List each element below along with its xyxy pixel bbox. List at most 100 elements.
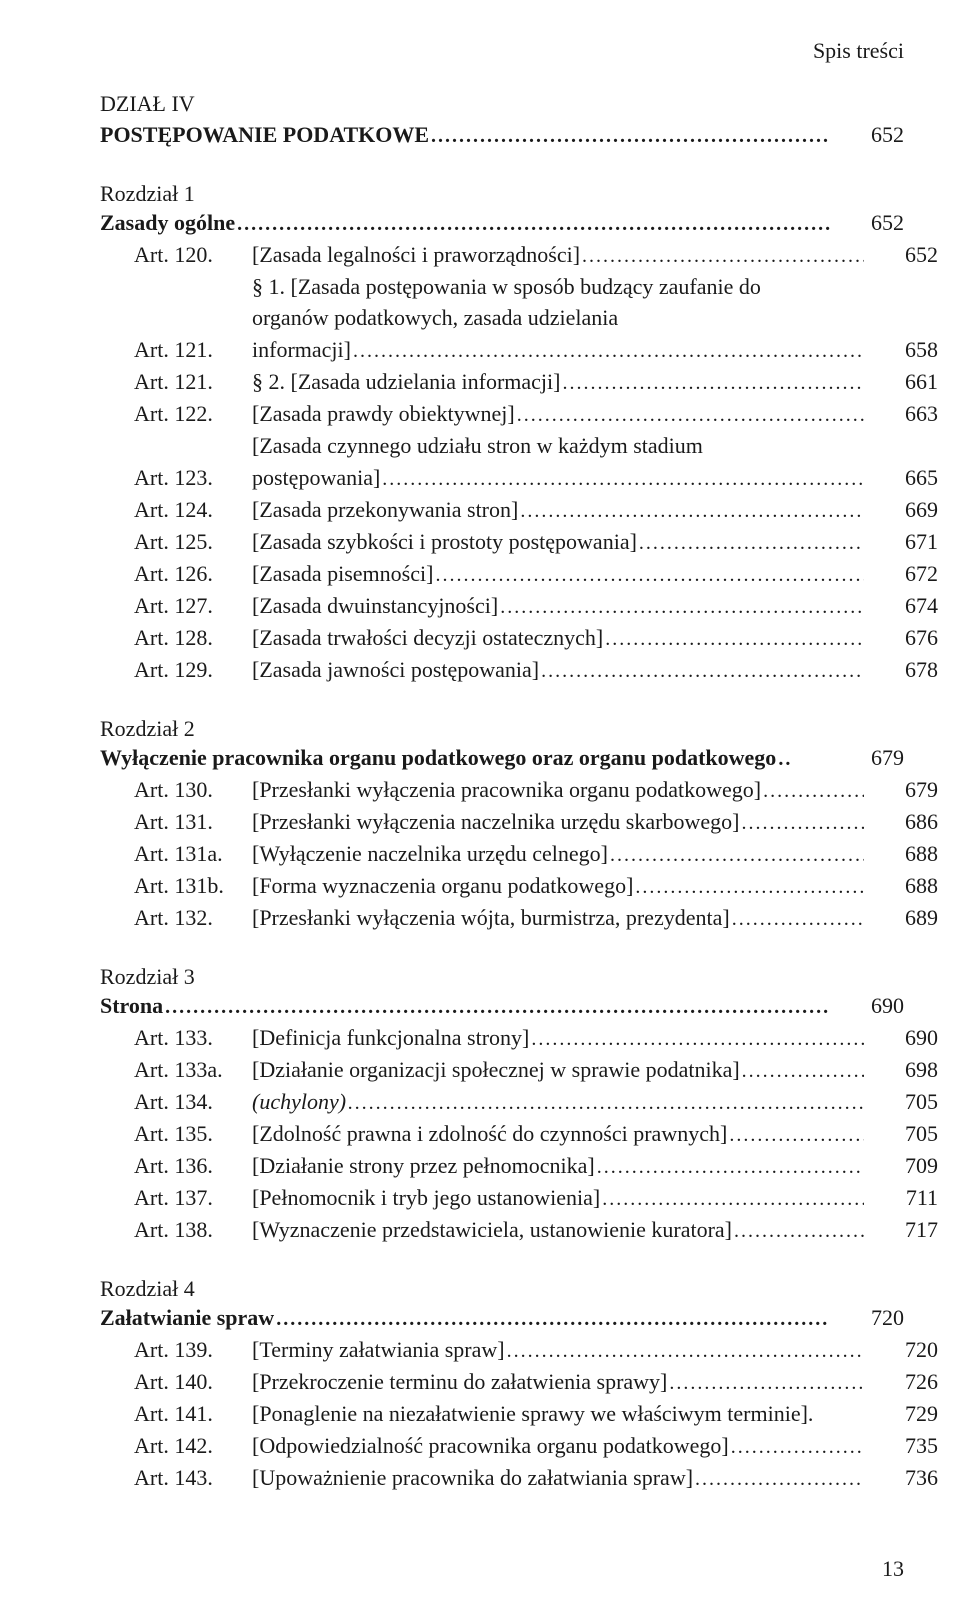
- article-desc: [Zasada jawności postępowania]: [252, 654, 864, 686]
- article-page: 698: [864, 1054, 938, 1086]
- entry-group: Art. 130.[Przesłanki wyłączenia pracowni…: [100, 774, 904, 934]
- page-number: 13: [882, 1556, 904, 1582]
- article-desc: [Forma wyznaczenia organu podatkowego]: [252, 870, 864, 902]
- toc-entry: Art. 126.[Zasada pisemności]672: [100, 558, 938, 590]
- article-number: Art. 139.: [134, 1334, 252, 1366]
- article-page: 658: [864, 334, 938, 366]
- article-desc-text: [Wyznaczenie przedstawiciela, ustanowien…: [252, 1217, 864, 1242]
- article-desc: [Zasada trwałości decyzji ostatecznych]: [252, 622, 864, 654]
- article-page: 674: [864, 590, 938, 622]
- article-desc-text: [Przesłanki wyłączenia naczelnika urzędu…: [252, 809, 864, 834]
- chapter: Rozdział 1Zasady ogólne652Art. 120.[Zasa…: [100, 181, 904, 687]
- toc-entry: Art. 136.[Działanie strony przez pełnomo…: [100, 1150, 938, 1182]
- article-page: 736: [864, 1462, 938, 1494]
- chapter-title: Wyłączenie pracownika organu podatkowego…: [100, 745, 792, 770]
- article-desc: [Przesłanki wyłączenia wójta, burmistrza…: [252, 902, 864, 934]
- article-desc-text: [Zasada dwuinstancyjności]: [252, 593, 864, 618]
- article-desc: [Zdolność prawna i zdolność do czynności…: [252, 1118, 864, 1150]
- chapter-title-row: Wyłączenie pracownika organu podatkowego…: [100, 742, 904, 774]
- article-desc-text: [Forma wyznaczenia organu podatkowego]: [252, 873, 864, 898]
- article-desc-text: [Zasada przekonywania stron]: [252, 497, 864, 522]
- toc-entry: Art. 143.[Upoważnienie pracownika do zał…: [100, 1462, 938, 1494]
- article-desc: [Przesłanki wyłączenia pracownika organu…: [252, 774, 864, 806]
- chapter-label: Rozdział 1: [100, 181, 904, 207]
- article-number: Art. 138.: [134, 1214, 252, 1246]
- article-page: 676: [864, 622, 938, 654]
- article-desc: [Odpowiedzialność pracownika organu poda…: [252, 1430, 864, 1462]
- article-desc: [Zasada przekonywania stron]: [252, 494, 864, 526]
- article-number: Art. 141.: [134, 1398, 252, 1430]
- article-number: Art. 130.: [134, 774, 252, 806]
- article-number: Art. 128.: [134, 622, 252, 654]
- article-number: Art. 127.: [134, 590, 252, 622]
- article-desc: (uchylony): [252, 1086, 864, 1118]
- article-desc-text: [Upoważnienie pracownika do załatwiania …: [252, 1465, 864, 1490]
- article-page: 690: [864, 1022, 938, 1054]
- article-page: 671: [864, 526, 938, 558]
- chapter-title: Załatwianie spraw: [100, 1305, 830, 1330]
- article-desc: § 2. [Zasada udzielania informacji]: [252, 366, 864, 398]
- article-number: Art. 131a.: [134, 838, 252, 870]
- article-page: 726: [864, 1366, 938, 1398]
- article-number: Art. 133.: [134, 1022, 252, 1054]
- article-desc: [Działanie organizacji społecznej w spra…: [252, 1054, 864, 1086]
- article-desc: [Zasada legalności i praworządności]: [252, 239, 864, 271]
- article-desc: [Przesłanki wyłączenia naczelnika urzędu…: [252, 806, 864, 838]
- toc-entry: Art. 133.[Definicja funkcjonalna strony]…: [100, 1022, 938, 1054]
- dzial-page: 652: [830, 119, 904, 151]
- article-desc-line: postępowania]: [252, 462, 864, 494]
- article-number: Art. 125.: [134, 526, 252, 558]
- toc-entry: Art. 140.[Przekroczenie terminu do załat…: [100, 1366, 938, 1398]
- article-number: Art. 143.: [134, 1462, 252, 1494]
- toc-entry: Art. 121.§ 2. [Zasada udzielania informa…: [100, 366, 938, 398]
- toc-entry: Art. 131.[Przesłanki wyłączenia naczelni…: [100, 806, 938, 838]
- article-number: Art. 136.: [134, 1150, 252, 1182]
- article-desc-line: organów podatkowych, zasada udzielania i…: [252, 302, 864, 366]
- article-page: 672: [864, 558, 938, 590]
- article-desc: [Przekroczenie terminu do załatwienia sp…: [252, 1366, 864, 1398]
- toc-entry: Art. 135.[Zdolność prawna i zdolność do …: [100, 1118, 938, 1150]
- chapter-label: Rozdział 4: [100, 1276, 904, 1302]
- toc-entry: Art. 122.[Zasada prawdy obiektywnej]663: [100, 398, 938, 430]
- toc-entry: Art. 128.[Zasada trwałości decyzji ostat…: [100, 622, 938, 654]
- article-page: 652: [864, 239, 938, 271]
- entry-group: Art. 139.[Terminy załatwiania spraw]720A…: [100, 1334, 904, 1494]
- running-head: Spis treści: [100, 38, 904, 64]
- article-page: 720: [864, 1334, 938, 1366]
- article-page: 705: [864, 1086, 938, 1118]
- toc-entry: Art. 134.(uchylony)705: [100, 1086, 938, 1118]
- article-desc-text: [Przesłanki wyłączenia wójta, burmistrza…: [252, 905, 864, 930]
- toc-entry: Art. 138.[Wyznaczenie przedstawiciela, u…: [100, 1214, 938, 1246]
- article-page: 679: [864, 774, 938, 806]
- article-desc: [Zasada czynnego udziału stron w każdym …: [252, 430, 864, 494]
- article-desc-text: [Zasada trwałości decyzji ostatecznych]: [252, 625, 864, 650]
- toc-entry: Art. 125.[Zasada szybkości i prostoty po…: [100, 526, 938, 558]
- article-desc-text: [Przesłanki wyłączenia pracownika organu…: [252, 777, 864, 802]
- article-number: Art. 122.: [134, 398, 252, 430]
- article-desc-text: [Terminy załatwiania spraw]: [252, 1337, 864, 1362]
- article-desc: [Zasada dwuinstancyjności]: [252, 590, 864, 622]
- article-page: 686: [864, 806, 938, 838]
- chapter-title-row: Zasady ogólne652: [100, 207, 904, 239]
- article-page: 661: [864, 366, 938, 398]
- article-desc: [Wyznaczenie przedstawiciela, ustanowien…: [252, 1214, 864, 1246]
- entry-group: Art. 120.[Zasada legalności i praworządn…: [100, 239, 904, 687]
- toc-entry: Art. 141.[Ponaglenie na niezałatwienie s…: [100, 1398, 938, 1430]
- article-desc-text: § 2. [Zasada udzielania informacji]: [252, 369, 864, 394]
- article-number: Art. 135.: [134, 1118, 252, 1150]
- article-page: 669: [864, 494, 938, 526]
- article-desc: [Terminy załatwiania spraw]: [252, 1334, 864, 1366]
- toc-entry: Art. 129.[Zasada jawności postępowania]6…: [100, 654, 938, 686]
- article-desc: [Wyłączenie naczelnika urzędu celnego]: [252, 838, 864, 870]
- article-number: Art. 140.: [134, 1366, 252, 1398]
- toc-entry: Art. 132.[Przesłanki wyłączenia wójta, b…: [100, 902, 938, 934]
- article-page: 705: [864, 1118, 938, 1150]
- article-number: Art. 120.: [134, 239, 252, 271]
- toc-entry: Art. 120.[Zasada legalności i praworządn…: [100, 239, 938, 271]
- chapter-page: 679: [830, 742, 904, 774]
- article-desc-text: [Działanie organizacji społecznej w spra…: [252, 1057, 864, 1082]
- dzial-title-row: POSTĘPOWANIE PODATKOWE 652: [100, 119, 904, 151]
- toc-entry: Art. 133a.[Działanie organizacji społecz…: [100, 1054, 938, 1086]
- chapter: Rozdział 3Strona690Art. 133.[Definicja f…: [100, 964, 904, 1246]
- chapter: Rozdział 2Wyłączenie pracownika organu p…: [100, 716, 904, 934]
